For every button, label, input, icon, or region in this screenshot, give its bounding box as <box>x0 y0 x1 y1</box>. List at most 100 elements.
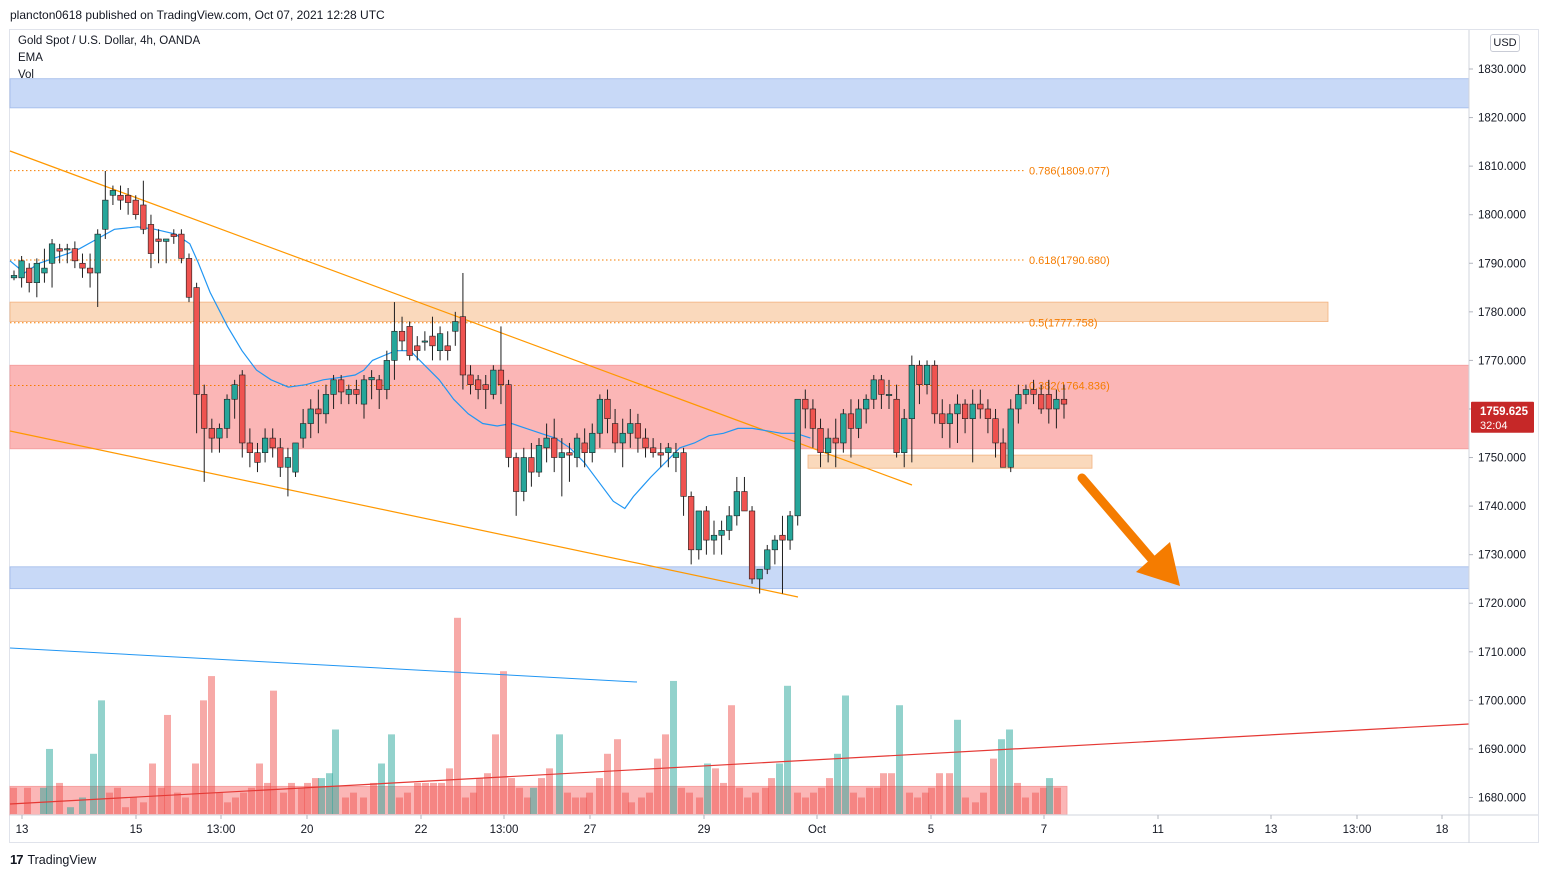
candle-body <box>604 398 611 419</box>
candle-body <box>961 403 969 419</box>
currency-button[interactable]: USD <box>1490 34 1520 52</box>
volume-bar <box>149 763 156 814</box>
forecast-arrow-shaft <box>1077 473 1160 568</box>
volume-bar <box>240 792 247 814</box>
volume-bar <box>954 719 961 814</box>
candle-body <box>611 423 619 444</box>
time-tick-label: Oct <box>808 824 827 836</box>
volume-bar <box>350 792 357 814</box>
candles-layer <box>10 170 1068 594</box>
candle-body <box>786 515 794 541</box>
candle-body <box>376 379 383 390</box>
volume-bar <box>79 797 86 814</box>
candle-body <box>109 190 117 196</box>
volume-bar <box>232 797 239 814</box>
volume-bar <box>182 797 189 814</box>
candle-body <box>436 333 444 351</box>
volume-bar <box>888 773 895 814</box>
legend-symbol[interactable]: Gold Spot / U.S. Dollar, 4h, OANDA <box>18 35 201 47</box>
candle-body <box>147 224 155 254</box>
volume-bar <box>98 700 105 814</box>
candle-body <box>832 437 839 444</box>
volume-bar <box>224 802 231 814</box>
volume-bar <box>1040 787 1047 814</box>
candle-body <box>916 364 923 385</box>
volume-bar <box>946 773 953 814</box>
legend-volume[interactable]: Vol <box>18 69 34 81</box>
volume-support-line <box>9 723 1470 805</box>
volume-bar <box>122 807 129 814</box>
volume-bar <box>256 763 263 814</box>
volume-bar <box>332 729 339 814</box>
candle-body <box>208 428 215 439</box>
candle-body <box>155 238 162 242</box>
candle-body <box>931 364 938 415</box>
candle-body <box>748 510 756 580</box>
volume-bar <box>874 787 881 814</box>
volume-bar <box>906 792 913 814</box>
volume-bar <box>866 787 873 814</box>
volume-bar <box>470 792 477 814</box>
candle-body <box>665 447 672 453</box>
volume-bar <box>564 792 571 814</box>
candle-body <box>482 384 489 390</box>
candle-body <box>779 534 786 541</box>
candle-body <box>977 403 984 410</box>
candle-body <box>497 369 505 385</box>
candle-body <box>1000 442 1007 468</box>
candle-body <box>733 491 740 517</box>
volume-bar <box>288 782 295 814</box>
candle-body <box>132 199 139 216</box>
volume-bar <box>546 768 553 814</box>
candle-body <box>657 452 664 456</box>
forecast-arrow-head <box>1136 542 1180 586</box>
fibonacci-layer: 0.786(1809.077) 0.618(1790.680) 0.5(1777.7… <box>10 166 1110 392</box>
volume-bar <box>500 671 507 814</box>
candle-body <box>718 530 725 536</box>
volume-bar <box>508 778 515 814</box>
volume-bar <box>580 797 587 814</box>
volume-bar <box>922 792 929 814</box>
candle-body <box>475 379 482 390</box>
volume-bar <box>174 792 181 814</box>
brand-label: TradingView <box>27 852 97 867</box>
candle-body <box>193 287 200 395</box>
chart-frame[interactable] <box>9 29 1539 843</box>
price-tick-label: 1780.000 <box>1478 307 1526 319</box>
candle-body <box>1015 394 1022 410</box>
time-tick-label: 20 <box>301 824 314 836</box>
candle-body <box>558 452 565 458</box>
candle-body <box>452 321 459 332</box>
candle-body <box>923 364 931 385</box>
volume-bar <box>216 792 223 814</box>
candle-body <box>261 437 269 453</box>
candle-body <box>490 369 497 395</box>
candle-body <box>254 452 261 463</box>
zone-blue-0 <box>9 78 1470 109</box>
volume-bar <box>776 763 783 814</box>
candle-body <box>64 248 71 251</box>
volume-bar <box>670 680 677 814</box>
price-tick-label: 1830.000 <box>1478 64 1526 76</box>
volume-bar <box>492 734 499 814</box>
axes-layer: 1830.000 1820.000 1810.000 1800.000 1790.000… <box>10 30 1538 843</box>
volume-bar <box>40 787 47 814</box>
volume-bar <box>572 797 579 814</box>
footer[interactable]: 17 TradingView <box>10 852 96 867</box>
volume-bar <box>414 782 421 814</box>
candle-body <box>627 423 634 434</box>
candle-body <box>984 408 992 419</box>
candle-body <box>10 275 18 279</box>
volume-bar <box>24 787 31 814</box>
volume-bar <box>298 787 305 814</box>
candle-body <box>18 260 25 279</box>
volume-bar <box>802 797 809 814</box>
candle-body <box>764 549 771 570</box>
volume-bar <box>388 734 395 814</box>
candle-body <box>901 418 908 453</box>
candle-body <box>802 398 809 410</box>
legend-ema[interactable]: EMA <box>18 52 43 64</box>
volume-bar <box>704 763 711 814</box>
candle-body <box>170 233 177 237</box>
